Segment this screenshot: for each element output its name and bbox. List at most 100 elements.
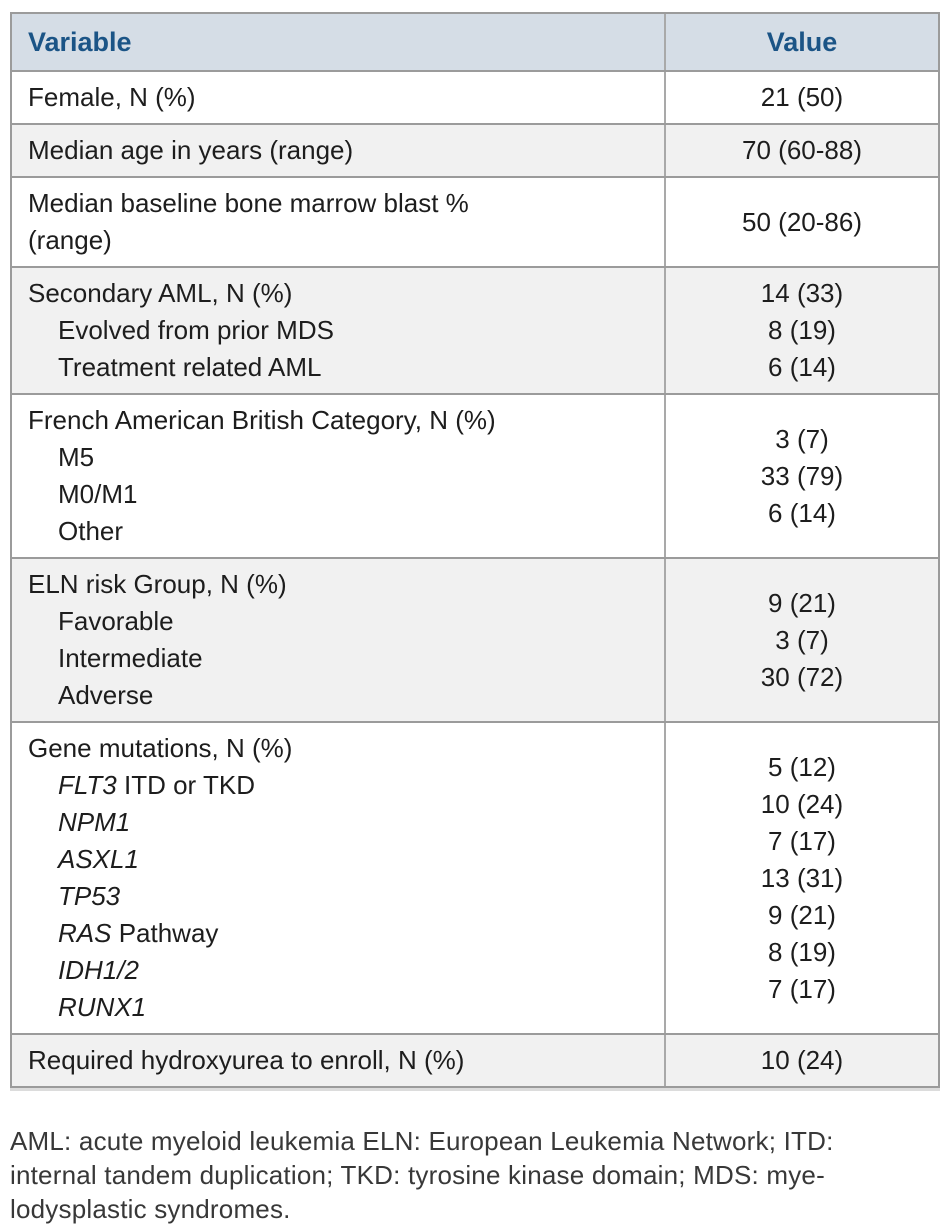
variable-line: ELN risk Group, N (%) <box>28 566 654 603</box>
variable-line: IDH1/2 <box>28 952 654 989</box>
value-cell: 70 (60-88) <box>664 125 938 176</box>
value-text: 33 (79) <box>760 460 844 491</box>
column-header-variable: Variable <box>28 27 132 57</box>
variable-line: Female, N (%) <box>28 79 654 116</box>
gene-name: RUNX1 <box>58 992 147 1022</box>
value-text: 6 (14) <box>768 352 836 382</box>
variable-text: Intermediate <box>58 643 203 673</box>
value-text: 9 (21) <box>768 587 836 618</box>
variable-line: Evolved from prior MDS <box>28 312 654 349</box>
patient-characteristics-table: Variable Value Female, N (%) 21 (50) Media… <box>10 12 940 1088</box>
variable-cell: Secondary AML, N (%) Evolved from prior M… <box>12 268 664 393</box>
value-text: 6 (14) <box>768 497 836 528</box>
value-cell: 3 (7) 33 (79) 6 (14) <box>664 395 938 557</box>
variable-text: Required hydroxyurea to enroll, N (%) <box>28 1045 465 1075</box>
variable-text: M5 <box>58 442 95 472</box>
variable-line: TP53 <box>28 878 654 915</box>
variable-cell: Median age in years (range) <box>12 125 664 176</box>
table-row: Gene mutations, N (%) FLT3 ITD or TKD NPM1… <box>12 721 938 1033</box>
value-text: 3 (7) <box>775 423 829 454</box>
gene-name: FLT3 <box>58 770 117 800</box>
value-cell: 50 (20-86) <box>664 178 938 266</box>
gene-name: IDH1/2 <box>58 955 139 985</box>
variable-line: Gene mutations, N (%) <box>28 730 654 767</box>
variable-text: French American British Category, N (%) <box>28 405 496 435</box>
table-row: Female, N (%) 21 (50) <box>12 70 938 123</box>
gene-name: TP53 <box>58 881 121 911</box>
variable-line: RAS Pathway <box>28 915 654 952</box>
variable-line: (range) <box>28 222 654 259</box>
variable-cell: Female, N (%) <box>12 72 664 123</box>
value-text: 10 (24) <box>760 788 844 819</box>
variable-line: Secondary AML, N (%) <box>28 275 654 312</box>
variable-text: M0/M1 <box>58 479 138 509</box>
footnote-abbreviations: AML: acute myeloid leukemia ELN: Europea… <box>10 1124 942 1226</box>
variable-text: Female, N (%) <box>28 82 196 112</box>
gene-name: NPM1 <box>58 807 131 837</box>
variable-text: Pathway <box>111 918 219 948</box>
table-row: Median baseline bone marrow blast % (rang… <box>12 176 938 266</box>
variable-line: M0/M1 <box>28 476 654 513</box>
variable-text: Adverse <box>58 680 154 710</box>
value-cell: 9 (21) 3 (7) 30 (72) <box>664 559 938 721</box>
variable-line: Favorable <box>28 603 654 640</box>
variable-text: Secondary AML, N (%) <box>28 278 293 308</box>
value-text: 21 (50) <box>760 82 844 112</box>
variable-line: ASXL1 <box>28 841 654 878</box>
variable-text: Other <box>58 516 124 546</box>
variable-line: French American British Category, N (%) <box>28 402 654 439</box>
value-text: 8 (19) <box>768 936 836 967</box>
variable-cell: Gene mutations, N (%) FLT3 ITD or TKD NPM1… <box>12 723 664 1033</box>
value-text: 5 (12) <box>768 751 836 782</box>
gene-name: RAS <box>58 918 112 948</box>
variable-line: Adverse <box>28 677 654 714</box>
value-text: 10 (24) <box>760 1045 844 1075</box>
variable-line: RUNX1 <box>28 989 654 1026</box>
variable-line: FLT3 ITD or TKD <box>28 767 654 804</box>
value-text: 8 (19) <box>768 315 836 345</box>
table-row: Required hydroxyurea to enroll, N (%) 10 … <box>12 1033 938 1086</box>
value-text: 30 (72) <box>760 661 844 692</box>
column-header-value: Value <box>664 14 938 70</box>
table-body: Female, N (%) 21 (50) Median age in years … <box>12 70 938 1086</box>
value-text: 3 (7) <box>775 624 829 655</box>
value-text: 13 (31) <box>760 862 844 893</box>
table-row: ELN risk Group, N (%) Favorable Intermedia… <box>12 557 938 721</box>
variable-text: Gene mutations, N (%) <box>28 733 293 763</box>
variable-text: Evolved from prior MDS <box>58 315 334 345</box>
variable-text: (range) <box>28 225 112 255</box>
footnote-line: lodysplastic syndromes. <box>10 1194 291 1224</box>
variable-line: Required hydroxyurea to enroll, N (%) <box>28 1042 654 1079</box>
variable-line: Intermediate <box>28 640 654 677</box>
variable-line: Median age in years (range) <box>28 132 654 169</box>
value-text: 50 (20-86) <box>742 206 862 237</box>
value-text: 70 (60-88) <box>742 135 862 165</box>
variable-cell: Required hydroxyurea to enroll, N (%) <box>12 1035 664 1086</box>
footnote-line: AML: acute myeloid leukemia ELN: Europea… <box>10 1126 834 1156</box>
table-row: French American British Category, N (%) M… <box>12 393 938 557</box>
value-text: 14 (33) <box>760 278 844 308</box>
variable-text: Treatment related AML <box>58 352 322 382</box>
variable-text: Median age in years (range) <box>28 135 354 165</box>
variable-text: Median baseline bone marrow blast % <box>28 188 469 218</box>
table-row: Median age in years (range) 70 (60-88) <box>12 123 938 176</box>
variable-cell: ELN risk Group, N (%) Favorable Intermedia… <box>12 559 664 721</box>
variable-text: Favorable <box>58 606 174 636</box>
footnote-line: internal tandem duplication; TKD: tyrosi… <box>10 1160 825 1190</box>
value-text: 7 (17) <box>768 825 836 856</box>
value-text: 9 (21) <box>768 899 836 930</box>
value-cell: 21 (50) <box>664 72 938 123</box>
variable-line: Median baseline bone marrow blast % <box>28 185 654 222</box>
variable-cell: French American British Category, N (%) M… <box>12 395 664 557</box>
variable-line: Other <box>28 513 654 550</box>
table-header-row: Variable Value <box>12 14 938 70</box>
variable-line: NPM1 <box>28 804 654 841</box>
variable-line: M5 <box>28 439 654 476</box>
variable-cell: Median baseline bone marrow blast % (rang… <box>12 178 664 266</box>
value-cell: 10 (24) <box>664 1035 938 1086</box>
gene-name: ASXL1 <box>58 844 139 874</box>
variable-text: ITD or TKD <box>116 770 255 800</box>
variable-text: ELN risk Group, N (%) <box>28 569 287 599</box>
value-text: 7 (17) <box>768 973 836 1004</box>
variable-line: Treatment related AML <box>28 349 654 386</box>
